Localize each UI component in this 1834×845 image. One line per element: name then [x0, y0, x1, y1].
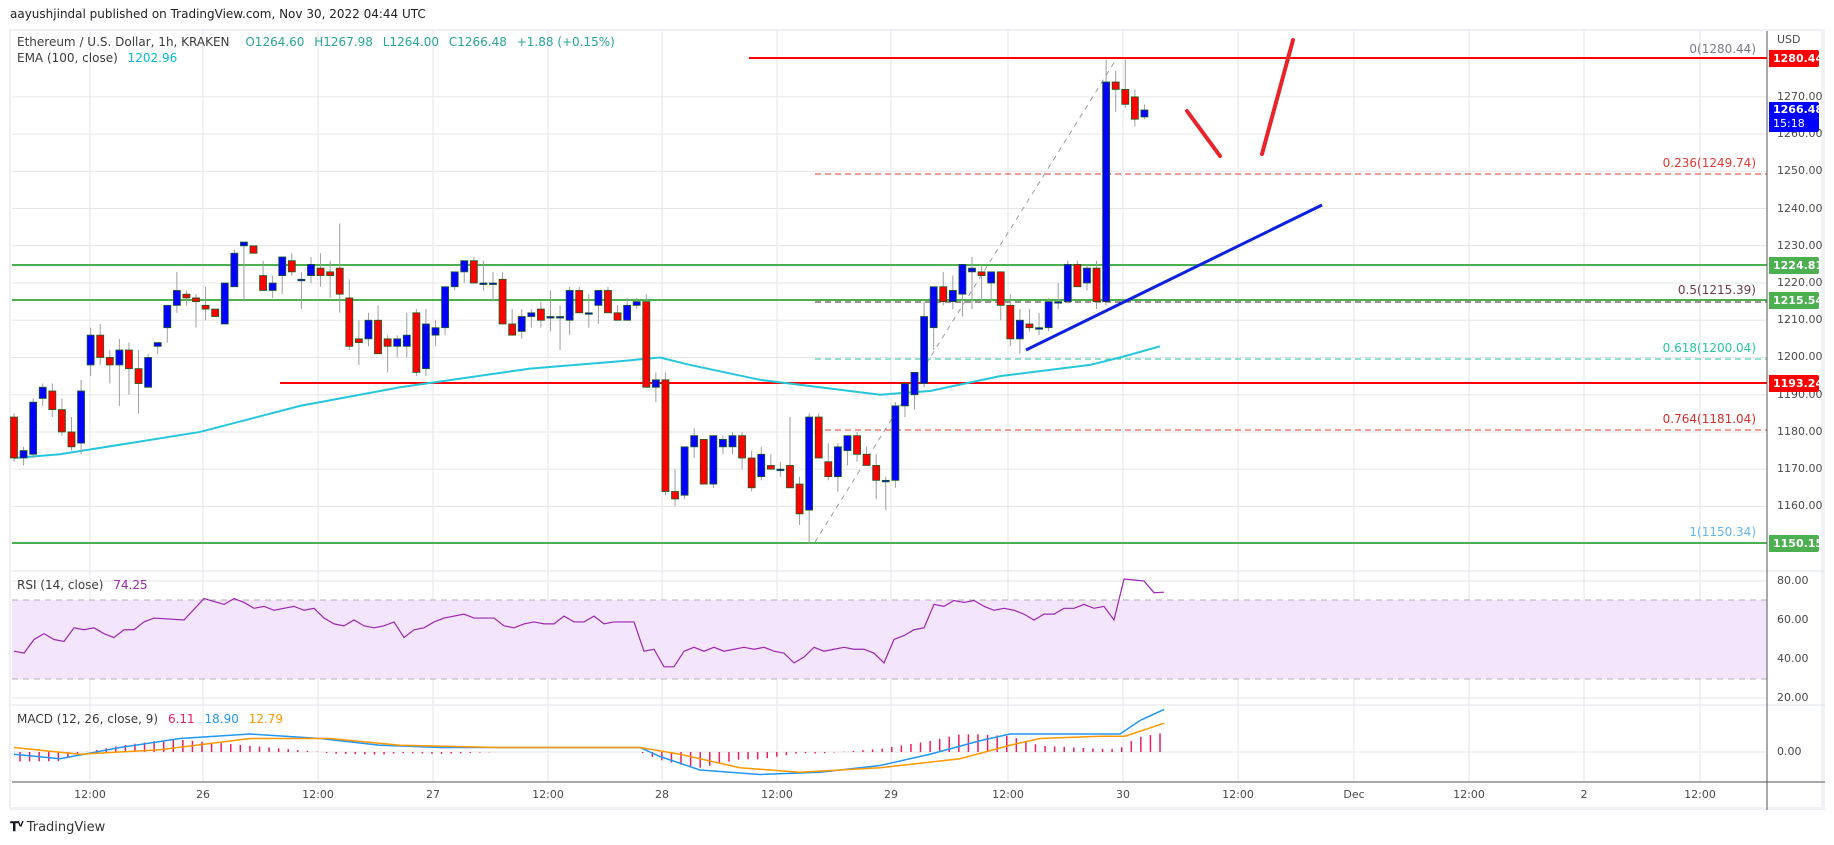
rsi-legend: RSI (14, close) 74.25: [17, 578, 148, 592]
last-price: 1266.48: [1773, 103, 1824, 116]
fib-label-0618: 0.618(1200.04): [1662, 341, 1756, 355]
macd-legend: MACD (12, 26, close, 9) 6.11 18.90 12.79: [17, 712, 283, 726]
ema-label: EMA (100, close): [17, 51, 118, 65]
time-tick: 26: [196, 788, 210, 801]
down-arrow-drawing: [1185, 109, 1222, 158]
price-tick: 1250.00: [1777, 164, 1823, 178]
time-tick: 30: [1116, 788, 1130, 801]
price-tag-1224: 1224.81: [1769, 257, 1823, 274]
time-tick: 12:00: [302, 788, 334, 801]
currency-label: USD: [1777, 33, 1801, 46]
candles: [10, 59, 1149, 544]
time-tick: 12:00: [1222, 788, 1254, 801]
ema-legend: EMA (100, close) 1202.96: [17, 51, 177, 65]
ohlc-open: O1264.60: [245, 35, 305, 49]
price-tag-1193: 1193.24: [1769, 375, 1823, 392]
time-tick: 12:00: [1453, 788, 1485, 801]
rsi-line: [13, 578, 1165, 668]
fib-label-0: 0(1280.44): [1689, 42, 1756, 56]
rsi-axis-40: 40.00: [1777, 652, 1809, 665]
rsi-axis-80: 80.00: [1777, 574, 1809, 587]
symbol-legend: Ethereum / U.S. Dollar, 1h, KRAKEN O1264…: [17, 35, 615, 49]
ohlc-change: +1.88 (+0.15%): [516, 35, 615, 49]
ohlc-high: H1267.98: [314, 35, 373, 49]
macd-value: 18.90: [204, 712, 239, 726]
price-tick: 1200.00: [1777, 350, 1823, 364]
ohlc-low: L1264.00: [382, 35, 440, 49]
time-tick: 28: [655, 788, 669, 801]
price-tick: 1180.00: [1777, 424, 1823, 438]
tradingview-logo-text: TradingView: [26, 820, 106, 835]
price-tick: 1240.00: [1777, 201, 1823, 215]
ohlc-close: C1266.48: [448, 35, 507, 49]
time-tick: 29: [884, 788, 898, 801]
up-arrow-drawing: [1260, 38, 1295, 156]
rsi-band: [12, 600, 1767, 679]
tradingview-logo-icon: 𝐓ⱽ: [10, 820, 24, 835]
price-tick: 1170.00: [1777, 462, 1823, 476]
fib-label-05: 0.5(1215.39): [1677, 283, 1756, 297]
price-tick: 1210.00: [1777, 313, 1823, 327]
price-tag-1215: 1215.54: [1769, 292, 1823, 309]
time-tick: 12:00: [992, 788, 1024, 801]
publisher-line: aayushjindal published on TradingView.co…: [10, 7, 426, 21]
tradingview-logo[interactable]: 𝐓ⱽ TradingView: [10, 820, 105, 835]
macd-hist-value: 6.11: [167, 712, 195, 726]
ema-value: 1202.96: [127, 51, 178, 65]
time-tick: 12:00: [1684, 788, 1716, 801]
symbol-name: Ethereum / U.S. Dollar, 1h, KRAKEN: [17, 35, 230, 49]
fib-label-0236: 0.236(1249.74): [1662, 156, 1756, 170]
price-tag-1150: 1150.15: [1769, 535, 1823, 552]
price-tick: 1220.00: [1777, 276, 1823, 290]
fib-label-0764: 0.764(1181.04): [1662, 412, 1756, 426]
fib-label-1: 1(1150.34): [1689, 525, 1756, 539]
time-tick: 2: [1580, 788, 1588, 801]
price-tick: 1230.00: [1777, 238, 1823, 252]
rsi-value: 74.25: [113, 578, 148, 592]
price-tick: 1160.00: [1777, 499, 1823, 513]
time-tick: 12:00: [761, 788, 793, 801]
macd-label: MACD (12, 26, close, 9): [17, 712, 159, 726]
time-tick: 27: [426, 788, 440, 801]
bullish-trendline: [1025, 203, 1323, 352]
rsi-label: RSI (14, close): [17, 578, 104, 592]
chart-frame: [9, 29, 1825, 810]
price-tag-1280: 1280.44: [1769, 50, 1823, 67]
time-tick: Dec: [1343, 788, 1365, 801]
macd-lines: [13, 708, 1165, 776]
last-price-tag: 1266.48 15:18: [1769, 102, 1824, 132]
macd-axis-0: 0.00: [1777, 745, 1802, 758]
time-tick: 12:00: [74, 788, 106, 801]
price-tick: 1270.00: [1777, 89, 1823, 103]
bar-countdown: 15:18: [1773, 117, 1805, 130]
macd-signal-value: 12.79: [248, 712, 284, 726]
ema-line: [13, 345, 1161, 459]
time-tick: 12:00: [532, 788, 564, 801]
rsi-axis-60: 60.00: [1777, 613, 1809, 626]
rsi-axis-20: 20.00: [1777, 691, 1809, 704]
